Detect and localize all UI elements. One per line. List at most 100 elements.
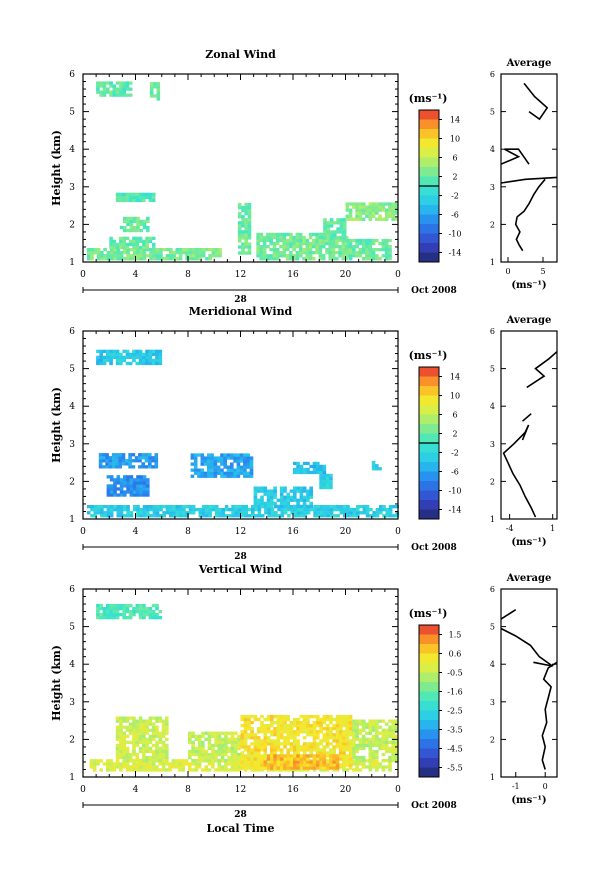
heatmap-cell bbox=[123, 508, 127, 512]
heatmap-cell bbox=[293, 511, 298, 515]
heatmap-cell bbox=[230, 471, 234, 475]
heatmap-cell bbox=[210, 465, 214, 469]
heatmap-cell bbox=[241, 248, 245, 252]
heatmap-cell bbox=[132, 740, 136, 744]
heatmap-cell bbox=[318, 251, 323, 255]
heatmap-cell bbox=[125, 725, 130, 729]
heatmap-cell bbox=[388, 734, 392, 738]
average-y-tick-label: 3 bbox=[490, 698, 495, 707]
heatmap-cell bbox=[106, 511, 111, 515]
heatmap-cell bbox=[224, 768, 228, 772]
heatmap-cell bbox=[266, 504, 271, 508]
heatmap-cell bbox=[243, 760, 248, 764]
heatmap-cell bbox=[142, 493, 147, 497]
heatmap-cell bbox=[132, 758, 136, 763]
heatmap-cell bbox=[352, 731, 356, 735]
heatmap-cell bbox=[142, 740, 146, 744]
heatmap-cell bbox=[146, 505, 150, 509]
heatmap-cell bbox=[371, 719, 376, 723]
heatmap-cell bbox=[142, 361, 146, 366]
heatmap-cell bbox=[135, 752, 140, 757]
heatmap-cell bbox=[345, 739, 350, 743]
heatmap-cell bbox=[388, 511, 393, 515]
heatmap-cell bbox=[161, 759, 166, 763]
colorbar-band bbox=[419, 710, 439, 721]
heatmap-cell bbox=[136, 478, 140, 482]
heatmap-cell bbox=[86, 511, 91, 515]
heatmap-cell bbox=[394, 725, 399, 729]
heatmap-cell bbox=[306, 717, 310, 722]
heatmap-cell bbox=[165, 749, 169, 754]
heatmap-cell bbox=[256, 768, 261, 772]
heatmap-cell bbox=[384, 731, 389, 735]
heatmap-cell bbox=[375, 202, 379, 206]
heatmap-cell bbox=[115, 746, 120, 751]
heatmap-cell bbox=[322, 739, 327, 743]
heatmap-cell bbox=[296, 467, 300, 472]
heatmap-cell bbox=[208, 511, 212, 515]
heatmap-cell bbox=[260, 714, 264, 719]
heatmap-cell bbox=[335, 745, 340, 749]
heatmap-cell bbox=[318, 235, 323, 240]
heatmap-cell bbox=[345, 760, 350, 764]
heatmap-cell bbox=[244, 251, 248, 255]
heatmap-cell bbox=[109, 511, 114, 515]
heatmap-cell bbox=[204, 737, 208, 741]
heatmap-cell bbox=[309, 489, 313, 493]
heatmap-cell bbox=[119, 239, 123, 243]
heatmap-cell bbox=[338, 736, 343, 740]
heatmap-cell bbox=[263, 727, 268, 731]
heatmap-cell bbox=[286, 495, 290, 499]
heatmap-cell bbox=[329, 721, 333, 725]
heatmap-cell bbox=[220, 737, 225, 741]
heatmap-cell bbox=[230, 731, 235, 735]
heatmap-cell bbox=[122, 195, 126, 200]
heatmap-cell bbox=[260, 505, 265, 509]
heatmap-region bbox=[345, 202, 399, 221]
heatmap-cell bbox=[352, 508, 357, 512]
heatmap-cell bbox=[293, 748, 297, 752]
heatmap-cell bbox=[256, 251, 260, 255]
heatmap-cell bbox=[325, 476, 330, 481]
heatmap-cell bbox=[106, 257, 111, 261]
heatmap-cell bbox=[122, 239, 126, 243]
heatmap-cell bbox=[345, 217, 350, 221]
heatmap-cell bbox=[136, 219, 140, 224]
heatmap-cell bbox=[246, 462, 250, 466]
heatmap-cell bbox=[204, 758, 208, 763]
heatmap-region bbox=[323, 218, 347, 240]
heatmap-cell bbox=[371, 737, 376, 741]
heatmap-cell bbox=[339, 236, 344, 240]
heatmap-cell bbox=[89, 765, 94, 769]
heatmap-cell bbox=[161, 731, 166, 735]
heatmap-cell bbox=[237, 508, 242, 512]
heatmap-cell bbox=[391, 205, 395, 209]
heatmap-cell bbox=[279, 751, 284, 755]
heatmap-cell bbox=[309, 492, 313, 496]
heatmap-cell bbox=[247, 514, 252, 518]
heatmap-cell bbox=[253, 742, 258, 746]
heatmap-cell bbox=[115, 743, 120, 748]
heatmap-cell bbox=[155, 755, 159, 760]
heatmap-cell bbox=[342, 511, 347, 515]
heatmap-cell bbox=[256, 757, 261, 761]
heatmap-cell bbox=[302, 760, 307, 764]
heatmap-cell bbox=[371, 257, 376, 261]
heatmap-cell bbox=[352, 743, 356, 748]
heatmap-cell bbox=[318, 248, 323, 252]
heatmap-cell bbox=[319, 763, 323, 767]
heatmap-cell bbox=[132, 358, 136, 363]
heatmap-cell bbox=[220, 462, 224, 466]
heatmap-cell bbox=[325, 473, 330, 478]
heatmap-cell bbox=[106, 352, 110, 356]
heatmap-cell bbox=[236, 474, 241, 478]
heatmap-cell bbox=[349, 514, 353, 518]
heatmap-cell bbox=[126, 478, 130, 482]
heatmap-cell bbox=[132, 731, 136, 735]
heatmap-cell bbox=[283, 727, 287, 731]
heatmap-cell bbox=[319, 766, 323, 770]
heatmap-cell bbox=[329, 736, 333, 740]
heatmap-cell bbox=[269, 241, 273, 246]
heatmap-cell bbox=[315, 241, 319, 246]
heatmap-cell bbox=[312, 739, 317, 743]
